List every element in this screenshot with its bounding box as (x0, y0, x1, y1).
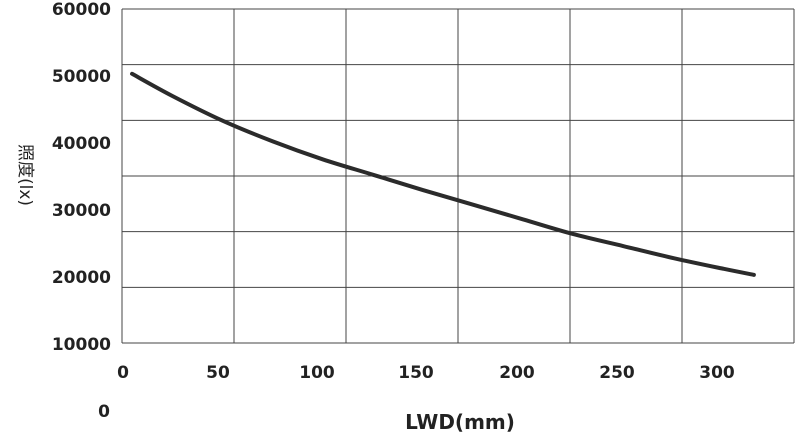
x-tick-label: 300 (699, 363, 735, 383)
extra-zero-label: 0 (98, 402, 110, 422)
y-tick-labels: 10000 20000 30000 40000 50000 60000 (52, 0, 111, 355)
series-group (130, 71, 756, 277)
x-tick-label: 250 (599, 363, 635, 383)
x-tick-label: 50 (206, 363, 230, 383)
x-tick-label: 0 (117, 363, 129, 383)
y-tick-label: 20000 (52, 268, 111, 288)
x-tick-label: 150 (398, 363, 434, 383)
x-tick-labels: 0 50 100 150 200 250 300 (117, 363, 735, 383)
y-tick-label: 50000 (52, 67, 111, 87)
grid (121, 8, 795, 344)
y-tick-label: 40000 (52, 134, 111, 154)
x-tick-label: 100 (299, 363, 335, 383)
x-axis-title: LWD(mm) (405, 410, 515, 434)
y-tick-label: 60000 (52, 0, 111, 20)
y-tick-label: 30000 (52, 201, 111, 221)
x-tick-label: 200 (499, 363, 535, 383)
y-axis-title: 照度(lx) (15, 144, 35, 206)
y-tick-label: 10000 (52, 335, 111, 355)
series-line-0 (130, 71, 756, 277)
